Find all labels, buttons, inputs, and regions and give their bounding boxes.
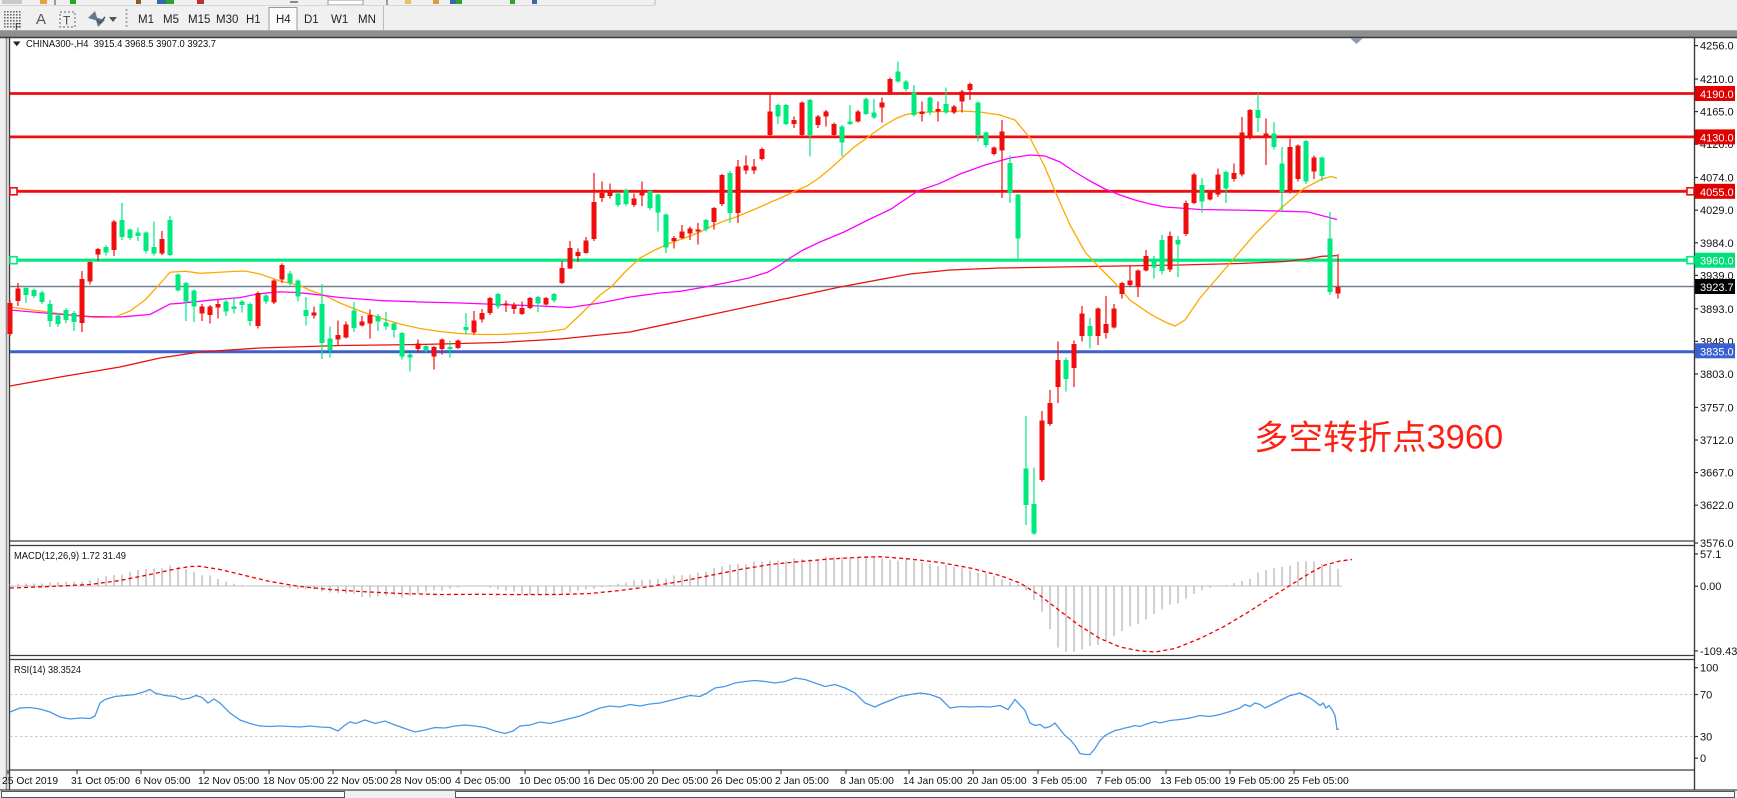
svg-text:3622.0: 3622.0 [1700,500,1734,512]
svg-text:0.00: 0.00 [1700,581,1721,593]
svg-text:3960: 3960 [1427,419,1504,457]
svg-text:3 Feb 05:00: 3 Feb 05:00 [1032,776,1087,787]
svg-text:22 Nov 05:00: 22 Nov 05:00 [327,776,389,787]
svg-text:100: 100 [1700,663,1718,675]
svg-text:70: 70 [1700,690,1712,702]
svg-text:20 Jan 05:00: 20 Jan 05:00 [967,776,1027,787]
svg-text:26 Dec 05:00: 26 Dec 05:00 [711,776,773,787]
svg-text:A: A [36,11,46,28]
svg-text:3803.0: 3803.0 [1700,369,1734,381]
svg-text:M30: M30 [216,14,238,26]
svg-text:D1: D1 [304,14,319,26]
svg-text:4256.0: 4256.0 [1700,41,1734,53]
svg-text:4055.0: 4055.0 [1700,187,1734,199]
svg-text:F: F [15,22,21,33]
svg-text:4 Dec 05:00: 4 Dec 05:00 [455,776,511,787]
svg-text:3576.0: 3576.0 [1700,538,1734,550]
svg-text:4130.0: 4130.0 [1700,132,1734,144]
svg-text:25 Oct 2019: 25 Oct 2019 [2,776,58,787]
svg-text:2 Jan 05:00: 2 Jan 05:00 [775,776,829,787]
svg-text:MACD(12,26,9) 1.72 31.49: MACD(12,26,9) 1.72 31.49 [14,550,126,562]
svg-text:8 Jan 05:00: 8 Jan 05:00 [840,776,894,787]
svg-text:CHINA300-,H4 3915.4 3968.5 39: CHINA300-,H4 3915.4 3968.5 3907.0 3923.7 [26,38,216,50]
svg-text:3923.7: 3923.7 [1700,282,1734,294]
svg-text:M5: M5 [163,14,179,26]
svg-text:28 Nov 05:00: 28 Nov 05:00 [390,776,452,787]
svg-text:16 Dec 05:00: 16 Dec 05:00 [583,776,645,787]
svg-text:25 Feb 05:00: 25 Feb 05:00 [1288,776,1349,787]
svg-text:H1: H1 [246,14,261,26]
svg-text:18 Nov 05:00: 18 Nov 05:00 [263,776,325,787]
svg-text:13 Feb 05:00: 13 Feb 05:00 [1160,776,1221,787]
svg-text:4210.0: 4210.0 [1700,74,1734,86]
svg-text:0: 0 [1700,753,1706,765]
svg-text:T: T [63,14,71,28]
svg-text:4190.0: 4190.0 [1700,89,1734,101]
svg-text:MN: MN [358,14,376,26]
svg-text:3667.0: 3667.0 [1700,468,1734,480]
svg-text:31 Oct 05:00: 31 Oct 05:00 [71,776,130,787]
svg-text:M15: M15 [188,14,210,26]
svg-text:4029.0: 4029.0 [1700,205,1734,217]
svg-text:12 Nov 05:00: 12 Nov 05:00 [198,776,260,787]
svg-text:M1: M1 [138,14,154,26]
svg-text:4074.0: 4074.0 [1700,173,1734,185]
svg-text:30: 30 [1700,732,1712,744]
svg-text:3960.0: 3960.0 [1700,256,1734,268]
svg-text:14 Jan 05:00: 14 Jan 05:00 [903,776,963,787]
svg-text:3712.0: 3712.0 [1700,435,1734,447]
svg-text:W1: W1 [331,14,348,26]
svg-text:3893.0: 3893.0 [1700,304,1734,316]
svg-text:20 Dec 05:00: 20 Dec 05:00 [647,776,709,787]
svg-text:RSI(14) 38.3524: RSI(14) 38.3524 [14,664,81,676]
svg-text:7 Feb 05:00: 7 Feb 05:00 [1096,776,1151,787]
svg-text:-109.43: -109.43 [1700,646,1737,658]
svg-text:H4: H4 [276,14,291,26]
svg-text:57.1: 57.1 [1700,549,1721,561]
svg-text:19 Feb 05:00: 19 Feb 05:00 [1224,776,1285,787]
svg-text:4165.0: 4165.0 [1700,107,1734,119]
svg-text:3835.0: 3835.0 [1700,346,1734,358]
svg-text:6 Nov 05:00: 6 Nov 05:00 [135,776,191,787]
svg-text:3757.0: 3757.0 [1700,402,1734,414]
svg-text:10 Dec 05:00: 10 Dec 05:00 [519,776,581,787]
svg-text:3984.0: 3984.0 [1700,238,1734,250]
